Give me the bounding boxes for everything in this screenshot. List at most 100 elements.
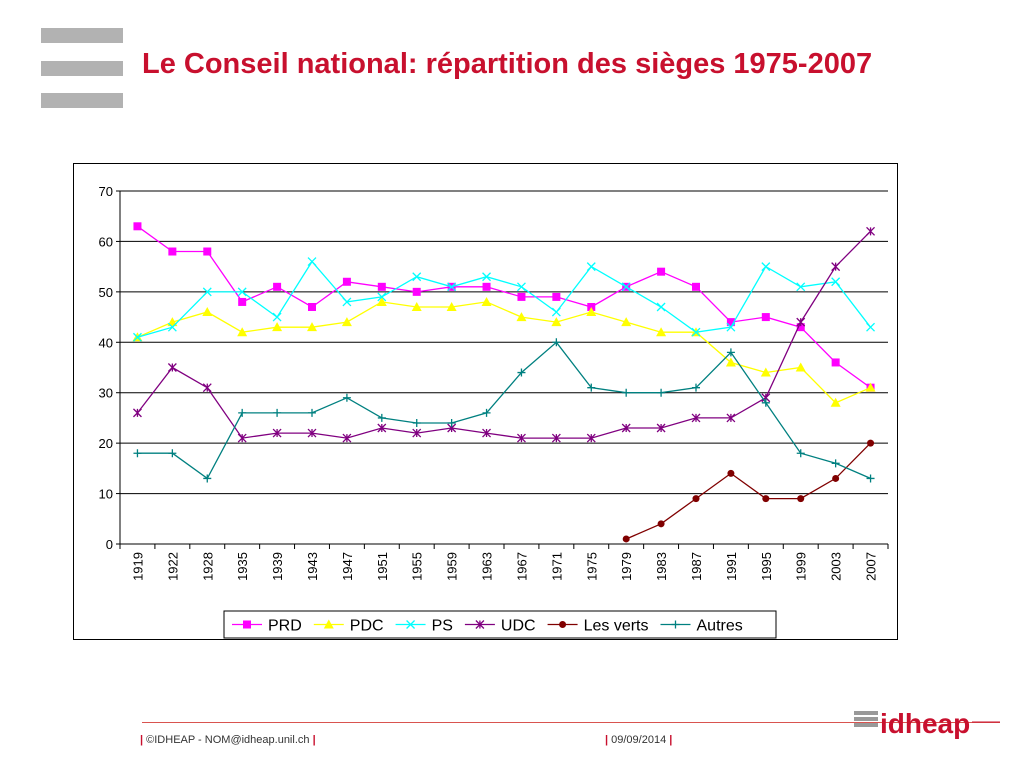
decor-bar-1 bbox=[41, 28, 123, 43]
x-tick-label-1963: 1963 bbox=[480, 552, 495, 581]
logo-text: idheap bbox=[880, 708, 970, 739]
point-udc-1967 bbox=[516, 433, 526, 443]
x-tick-label-1922: 1922 bbox=[165, 552, 180, 581]
x-tick-label-1971: 1971 bbox=[549, 552, 564, 581]
legend-label-les-verts: Les verts bbox=[584, 618, 649, 635]
legend-label-prd: PRD bbox=[268, 618, 302, 635]
point-autres-1959 bbox=[447, 418, 456, 427]
point-autres-2003 bbox=[831, 459, 840, 468]
point-autres-1919 bbox=[133, 449, 142, 458]
point-autres-1951 bbox=[377, 413, 386, 422]
point-autres-1991 bbox=[726, 348, 735, 357]
x-tick-label-1935: 1935 bbox=[235, 552, 250, 581]
point-prd-1922 bbox=[168, 247, 177, 256]
series-line-ps bbox=[137, 260, 872, 338]
point-pdc-1963 bbox=[481, 296, 492, 306]
point-udc-1987 bbox=[691, 413, 701, 423]
y-tick-label-60: 60 bbox=[99, 234, 113, 249]
point-udc-1971 bbox=[551, 433, 561, 443]
y-tick-label-20: 20 bbox=[99, 436, 113, 451]
idheap-logo: idheap bbox=[854, 708, 1000, 739]
point-pdc-1999 bbox=[795, 362, 806, 372]
series-line-prd bbox=[137, 225, 871, 389]
point-ps-1995 bbox=[761, 262, 771, 272]
series-line-pdc bbox=[137, 301, 871, 404]
point-udc-2007 bbox=[866, 226, 876, 236]
point-autres-1979 bbox=[622, 388, 631, 397]
point-ps-1975 bbox=[586, 262, 596, 272]
point-ps-1943 bbox=[307, 257, 317, 267]
point-autres-1928 bbox=[203, 474, 212, 483]
series-line-les-verts bbox=[625, 442, 871, 540]
x-tick-label-1999: 1999 bbox=[794, 552, 809, 581]
footer-date: 09/09/2014 bbox=[611, 734, 667, 746]
point-autres-1935 bbox=[238, 408, 247, 417]
point-autres-1963 bbox=[482, 408, 491, 417]
point-udc-1919 bbox=[132, 408, 142, 418]
point-ps-1967 bbox=[516, 282, 526, 292]
point-autres-1947 bbox=[342, 393, 351, 402]
legend-label-autres: Autres bbox=[697, 618, 743, 635]
point-pdc-1959 bbox=[446, 301, 457, 311]
point-ps-1939 bbox=[272, 312, 282, 322]
point-pdc-1928 bbox=[202, 307, 213, 317]
point-udc-1951 bbox=[377, 423, 387, 433]
point-udc-1955 bbox=[412, 428, 422, 438]
decor-bar-3 bbox=[41, 93, 123, 108]
point-prd-1967 bbox=[517, 292, 526, 301]
point-pdc-1975 bbox=[586, 307, 597, 317]
point-prd-1919 bbox=[133, 222, 142, 231]
x-tick-label-1928: 1928 bbox=[200, 552, 215, 581]
point-udc-2003 bbox=[831, 262, 841, 272]
point-autres-1987 bbox=[692, 383, 700, 392]
point-ps-1955 bbox=[412, 272, 422, 282]
footer-copyright: ©IDHEAP - NOM@idheap.unil.ch bbox=[146, 734, 310, 746]
point-udc-1939 bbox=[272, 428, 282, 438]
point-les-verts-1987 bbox=[692, 495, 700, 503]
point-ps-1999 bbox=[796, 282, 806, 292]
point-pdc-1955 bbox=[411, 301, 422, 311]
slide-title: Le Conseil national: répartition des siè… bbox=[142, 48, 873, 80]
point-prd-1975 bbox=[587, 302, 596, 311]
x-tick-label-1995: 1995 bbox=[759, 552, 774, 581]
point-prd-1939 bbox=[273, 282, 282, 291]
point-ps-1935 bbox=[237, 287, 247, 297]
x-tick-label-1991: 1991 bbox=[724, 552, 739, 581]
point-ps-1928 bbox=[202, 287, 212, 297]
point-les-verts-1983 bbox=[657, 520, 665, 528]
legend-label-ps: PS bbox=[432, 618, 453, 635]
point-pdc-1983 bbox=[656, 327, 667, 337]
point-ps-1991 bbox=[726, 322, 736, 332]
point-udc-1999 bbox=[796, 317, 806, 327]
point-autres-1939 bbox=[273, 408, 282, 417]
point-les-verts-2003 bbox=[832, 474, 840, 482]
x-tick-label-1967: 1967 bbox=[514, 552, 529, 581]
point-prd-1951 bbox=[377, 282, 386, 291]
x-tick-label-1959: 1959 bbox=[445, 552, 460, 581]
legend-label-udc: UDC bbox=[501, 618, 536, 635]
point-autres-1975 bbox=[587, 383, 596, 392]
point-les-verts-1999 bbox=[797, 495, 805, 503]
point-udc-1947 bbox=[342, 433, 352, 443]
point-autres-1983 bbox=[657, 388, 666, 397]
point-ps-1951 bbox=[377, 292, 387, 302]
point-pdc-1939 bbox=[272, 322, 283, 332]
y-tick-label-0: 0 bbox=[106, 537, 113, 552]
point-prd-1963 bbox=[482, 282, 491, 291]
point-ps-1971 bbox=[551, 307, 561, 317]
y-tick-label-70: 70 bbox=[99, 184, 113, 199]
point-autres-1922 bbox=[168, 449, 177, 458]
point-udc-1979 bbox=[621, 423, 631, 433]
y-tick-label-10: 10 bbox=[99, 487, 113, 502]
point-autres-1995 bbox=[761, 398, 770, 407]
chart-frame: 0 10 20 30 40 50 60 70 1919 1922 1928 1935 1939 1943 1… bbox=[73, 163, 898, 640]
legend-label-pdc: PDC bbox=[350, 618, 384, 635]
footer-right: | 09/09/2014 | bbox=[605, 734, 673, 746]
point-udc-1935 bbox=[237, 433, 247, 443]
point-autres-1943 bbox=[308, 408, 316, 417]
x-tick-label-2007: 2007 bbox=[864, 552, 879, 581]
point-ps-1922 bbox=[167, 322, 177, 332]
footer-divider bbox=[142, 722, 1000, 723]
x-tick-label-1951: 1951 bbox=[375, 552, 390, 581]
point-udc-1963 bbox=[482, 428, 492, 438]
